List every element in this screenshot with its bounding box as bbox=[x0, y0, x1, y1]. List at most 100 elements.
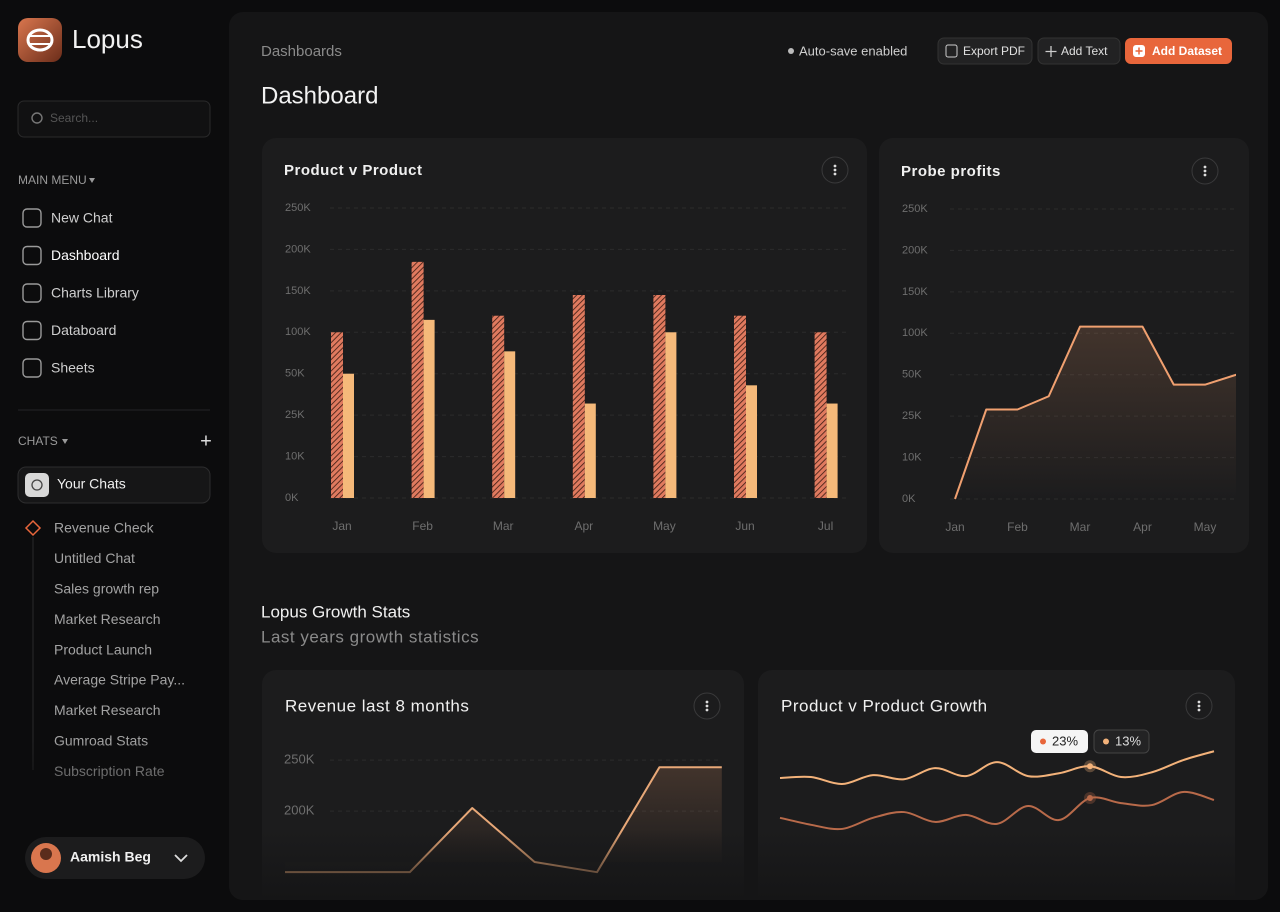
line bbox=[779, 791, 1215, 831]
x-tick-label: Apr bbox=[1133, 520, 1152, 534]
tooltip-label: 23% bbox=[1052, 733, 1078, 748]
chat-item[interactable]: Sales growth rep bbox=[54, 581, 159, 597]
user-pill[interactable] bbox=[25, 837, 205, 879]
button[interactable] bbox=[1037, 37, 1121, 65]
button[interactable] bbox=[937, 37, 1033, 65]
chat-item[interactable]: Product Launch bbox=[54, 641, 152, 657]
button-primary[interactable] bbox=[1125, 38, 1232, 64]
y-tick-label: 150K bbox=[902, 286, 928, 298]
y-tick-label: 200K bbox=[902, 244, 928, 256]
menu-button[interactable] bbox=[821, 156, 849, 184]
y-tick-label: 250K bbox=[902, 203, 928, 215]
bar bbox=[504, 351, 516, 498]
section-subtitle: Last years growth statistics bbox=[261, 627, 479, 646]
button-icon bbox=[1135, 47, 1143, 55]
menu-dot bbox=[1203, 173, 1207, 177]
y-tick-label: 100K bbox=[902, 327, 928, 339]
card-title: Product v Product Growth bbox=[781, 696, 988, 715]
menu-item[interactable]: Dashboard bbox=[51, 247, 120, 263]
menu-icon bbox=[22, 208, 42, 228]
bar bbox=[331, 332, 343, 498]
line bbox=[954, 325, 1236, 500]
menu-item[interactable]: Charts Library bbox=[51, 285, 139, 301]
menu-button[interactable] bbox=[693, 692, 721, 720]
bar bbox=[343, 373, 354, 498]
menu-icon bbox=[22, 358, 42, 378]
add-chat[interactable]: + bbox=[200, 430, 212, 452]
section-label: CHATS bbox=[18, 434, 58, 448]
chat-item[interactable]: Average Stripe Pay... bbox=[54, 672, 185, 688]
current-chat[interactable] bbox=[17, 466, 211, 504]
breadcrumb: Dashboards bbox=[261, 43, 342, 60]
chat-item[interactable]: Market Research bbox=[54, 611, 161, 627]
tooltip-dot bbox=[1040, 738, 1046, 745]
tooltip bbox=[1031, 730, 1088, 753]
chat-item[interactable]: Revenue Check bbox=[54, 520, 155, 536]
card-title: Probe profits bbox=[901, 163, 1001, 180]
x-tick-label: May bbox=[653, 519, 676, 533]
menu-dot bbox=[1197, 700, 1201, 704]
y-tick-label: 250K bbox=[285, 202, 311, 214]
y-tick-label: 200K bbox=[285, 243, 311, 255]
bar bbox=[584, 403, 596, 498]
bar bbox=[492, 315, 505, 498]
active-marker bbox=[24, 519, 42, 537]
x-tick-label: Apr bbox=[574, 519, 593, 533]
x-tick-label: Jan bbox=[945, 520, 964, 534]
menu-dot bbox=[833, 172, 837, 176]
button-label: Add Text bbox=[1061, 44, 1108, 58]
menu-dot bbox=[833, 168, 837, 172]
bar bbox=[734, 315, 746, 498]
y-tick-label: 50K bbox=[902, 369, 922, 381]
search-icon bbox=[31, 112, 43, 124]
menu-icon bbox=[22, 320, 42, 341]
y-tick-label: 50K bbox=[285, 368, 305, 380]
menu-icon bbox=[22, 283, 42, 303]
bar bbox=[814, 332, 827, 498]
menu-button[interactable] bbox=[1191, 157, 1219, 185]
x-tick-label: Feb bbox=[412, 519, 433, 533]
menu-dot bbox=[1197, 704, 1201, 708]
y-tick-label: 250K bbox=[284, 752, 315, 767]
bar bbox=[423, 319, 435, 498]
tooltip bbox=[1093, 729, 1150, 754]
y-tick-label: 200K bbox=[284, 803, 315, 818]
y-tick-label: 10K bbox=[285, 450, 305, 462]
button-label: Export PDF bbox=[963, 44, 1025, 58]
tooltip-label: 13% bbox=[1115, 733, 1141, 748]
x-tick-label: Mar bbox=[1070, 520, 1091, 534]
menu-button[interactable] bbox=[1185, 692, 1213, 720]
avatar bbox=[40, 848, 52, 860]
chat-item[interactable]: Untitled Chat bbox=[54, 550, 135, 566]
line bbox=[779, 750, 1215, 786]
menu-dot bbox=[705, 704, 709, 708]
fade bbox=[0, 740, 228, 830]
menu-icon bbox=[22, 245, 42, 266]
plot bbox=[954, 325, 1236, 500]
x-tick-label: Jan bbox=[332, 519, 351, 533]
section-label: MAIN MENU bbox=[18, 173, 87, 187]
button-label: Add Dataset bbox=[1152, 44, 1222, 58]
menu-item[interactable]: New Chat bbox=[51, 210, 113, 226]
x-tick-label: Jul bbox=[818, 519, 833, 533]
user-name: Aamish Beg bbox=[70, 849, 151, 865]
x-tick-label: Feb bbox=[1007, 520, 1028, 534]
y-tick-label: 10K bbox=[902, 451, 922, 463]
menu-item[interactable]: Databoard bbox=[51, 322, 116, 338]
logo bbox=[18, 18, 62, 62]
page-title: Dashboard bbox=[261, 82, 378, 109]
menu-item[interactable]: Sheets bbox=[51, 360, 95, 376]
current-chat-label: Your Chats bbox=[57, 476, 126, 492]
search-box[interactable] bbox=[17, 100, 211, 138]
card-title: Revenue last 8 months bbox=[285, 696, 469, 715]
search-placeholder: Search... bbox=[50, 111, 98, 125]
menu-dot bbox=[833, 164, 837, 168]
y-tick-label: 150K bbox=[285, 285, 311, 297]
chat-item[interactable]: Market Research bbox=[54, 702, 161, 718]
caret bbox=[62, 439, 68, 444]
x-tick-label: Jun bbox=[735, 519, 754, 533]
button-icon bbox=[945, 44, 958, 58]
menu-dot bbox=[1203, 169, 1207, 173]
